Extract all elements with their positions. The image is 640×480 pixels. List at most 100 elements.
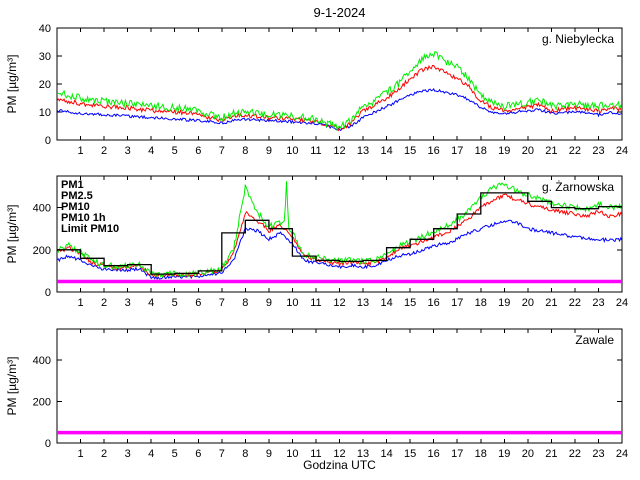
- x-tick-label: 17: [451, 145, 463, 157]
- x-tick-label: 24: [616, 448, 628, 460]
- x-tick-label: 7: [219, 145, 225, 157]
- x-tick-label: 3: [125, 297, 131, 309]
- x-tick-label: 12: [333, 448, 345, 460]
- x-tick-label: 11: [310, 145, 321, 157]
- x-tick-label: 24: [616, 297, 628, 309]
- x-tick-label: 8: [242, 448, 248, 460]
- station-label: Zawale: [575, 333, 614, 347]
- x-tick-label: 13: [357, 145, 369, 157]
- x-tick-label: 16: [428, 145, 440, 157]
- tick-marks: [57, 329, 623, 444]
- y-tick-label: 0: [45, 287, 51, 299]
- x-tick-label: 23: [592, 145, 604, 157]
- x-tick-label: 9: [266, 297, 272, 309]
- y-tick-label: 400: [33, 203, 51, 215]
- x-tick-label: 7: [219, 448, 225, 460]
- series-pm10-line: [57, 181, 622, 279]
- legend-item-limit-pm10: Limit PM10: [61, 223, 119, 235]
- x-tick-label: 1: [77, 297, 83, 309]
- x-tick-label: 22: [569, 297, 581, 309]
- station-label: g. Żarnowska: [542, 180, 614, 194]
- x-tick-label: 8: [242, 297, 248, 309]
- x-tick-label: 12: [333, 145, 345, 157]
- y-tick-label: 400: [33, 355, 51, 367]
- x-tick-label: 5: [172, 145, 178, 157]
- x-tick-label: 20: [522, 145, 534, 157]
- x-tick-label: 11: [310, 448, 321, 460]
- x-tick-label: 14: [380, 448, 392, 460]
- legend-item-pm2-5: PM2.5: [61, 190, 93, 202]
- x-tick-label: 2: [101, 448, 107, 460]
- tick-marks: [57, 176, 623, 293]
- x-tick-label: 22: [569, 145, 581, 157]
- tick-marks: [57, 27, 623, 141]
- x-tick-label: 2: [101, 145, 107, 157]
- series-pm1-line: [57, 88, 622, 132]
- x-tick-label: 15: [404, 297, 416, 309]
- x-tick-label: 19: [498, 297, 510, 309]
- x-tick-label: 21: [545, 448, 557, 460]
- x-tick-label: 3: [125, 145, 131, 157]
- x-tick-label: 23: [592, 297, 604, 309]
- x-tick-label: 10: [286, 297, 298, 309]
- x-tick-label: 4: [148, 145, 154, 157]
- legend-item-pm10-1h: PM10 1h: [61, 212, 106, 224]
- x-tick-label: 19: [498, 448, 510, 460]
- x-tick-label: 5: [172, 448, 178, 460]
- series-pm1-line: [57, 219, 622, 280]
- y-tick-label: 200: [33, 397, 51, 409]
- x-tick-label: 9: [266, 145, 272, 157]
- x-tick-label: 14: [380, 297, 392, 309]
- series-pm10-line: [57, 51, 622, 132]
- y-axis-label: PM [µg/m³]: [5, 205, 19, 264]
- y-axis-label: PM [µg/m³]: [5, 357, 19, 416]
- x-tick-label: 6: [195, 448, 201, 460]
- station-label: g. Niebylecka: [542, 32, 614, 46]
- series-group: [57, 51, 622, 132]
- x-tick-label: 2: [101, 297, 107, 309]
- x-tick-label: 15: [404, 448, 416, 460]
- x-tick-label: 23: [592, 448, 604, 460]
- x-tick-label: 19: [498, 145, 510, 157]
- y-tick-label: 20: [39, 79, 51, 91]
- x-tick-label: 1: [77, 448, 83, 460]
- y-tick-label: 200: [33, 245, 51, 257]
- x-tick-label: 16: [428, 297, 440, 309]
- x-tick-label: 6: [195, 297, 201, 309]
- x-tick-label: 10: [286, 145, 298, 157]
- chart-title: 9-1-2024: [313, 5, 365, 20]
- y-tick-label: 10: [39, 107, 51, 119]
- x-tick-label: 18: [475, 145, 487, 157]
- x-tick-label: 24: [616, 145, 628, 157]
- axes-box: [56, 27, 623, 141]
- x-tick-label: 9: [266, 448, 272, 460]
- y-tick-label: 0: [45, 135, 51, 147]
- x-tick-label: 20: [522, 448, 534, 460]
- x-tick-label: 10: [286, 448, 298, 460]
- x-tick-label: 5: [172, 297, 178, 309]
- legend-item-pm10: PM10: [61, 201, 90, 213]
- x-tick-label: 21: [545, 145, 557, 157]
- x-tick-label: 16: [428, 448, 440, 460]
- x-tick-label: 14: [380, 145, 392, 157]
- x-tick-label: 13: [357, 448, 369, 460]
- x-tick-label: 17: [451, 448, 463, 460]
- x-tick-label: 8: [242, 145, 248, 157]
- x-tick-label: 21: [545, 297, 557, 309]
- x-tick-label: 22: [569, 448, 581, 460]
- series-pm2-5-line: [57, 64, 622, 132]
- legend-item-pm1: PM1: [61, 179, 84, 191]
- x-tick-label: 11: [310, 297, 321, 309]
- series-pm10-1h-step-line: [57, 192, 622, 275]
- y-tick-label: 30: [39, 51, 51, 63]
- x-tick-label: 4: [148, 448, 154, 460]
- x-tick-label: 7: [219, 297, 225, 309]
- x-tick-label: 18: [475, 448, 487, 460]
- x-tick-label: 12: [333, 297, 345, 309]
- axes-box: [56, 328, 623, 444]
- x-tick-label: 13: [357, 297, 369, 309]
- axes-box: [56, 175, 623, 293]
- x-tick-label: 20: [522, 297, 534, 309]
